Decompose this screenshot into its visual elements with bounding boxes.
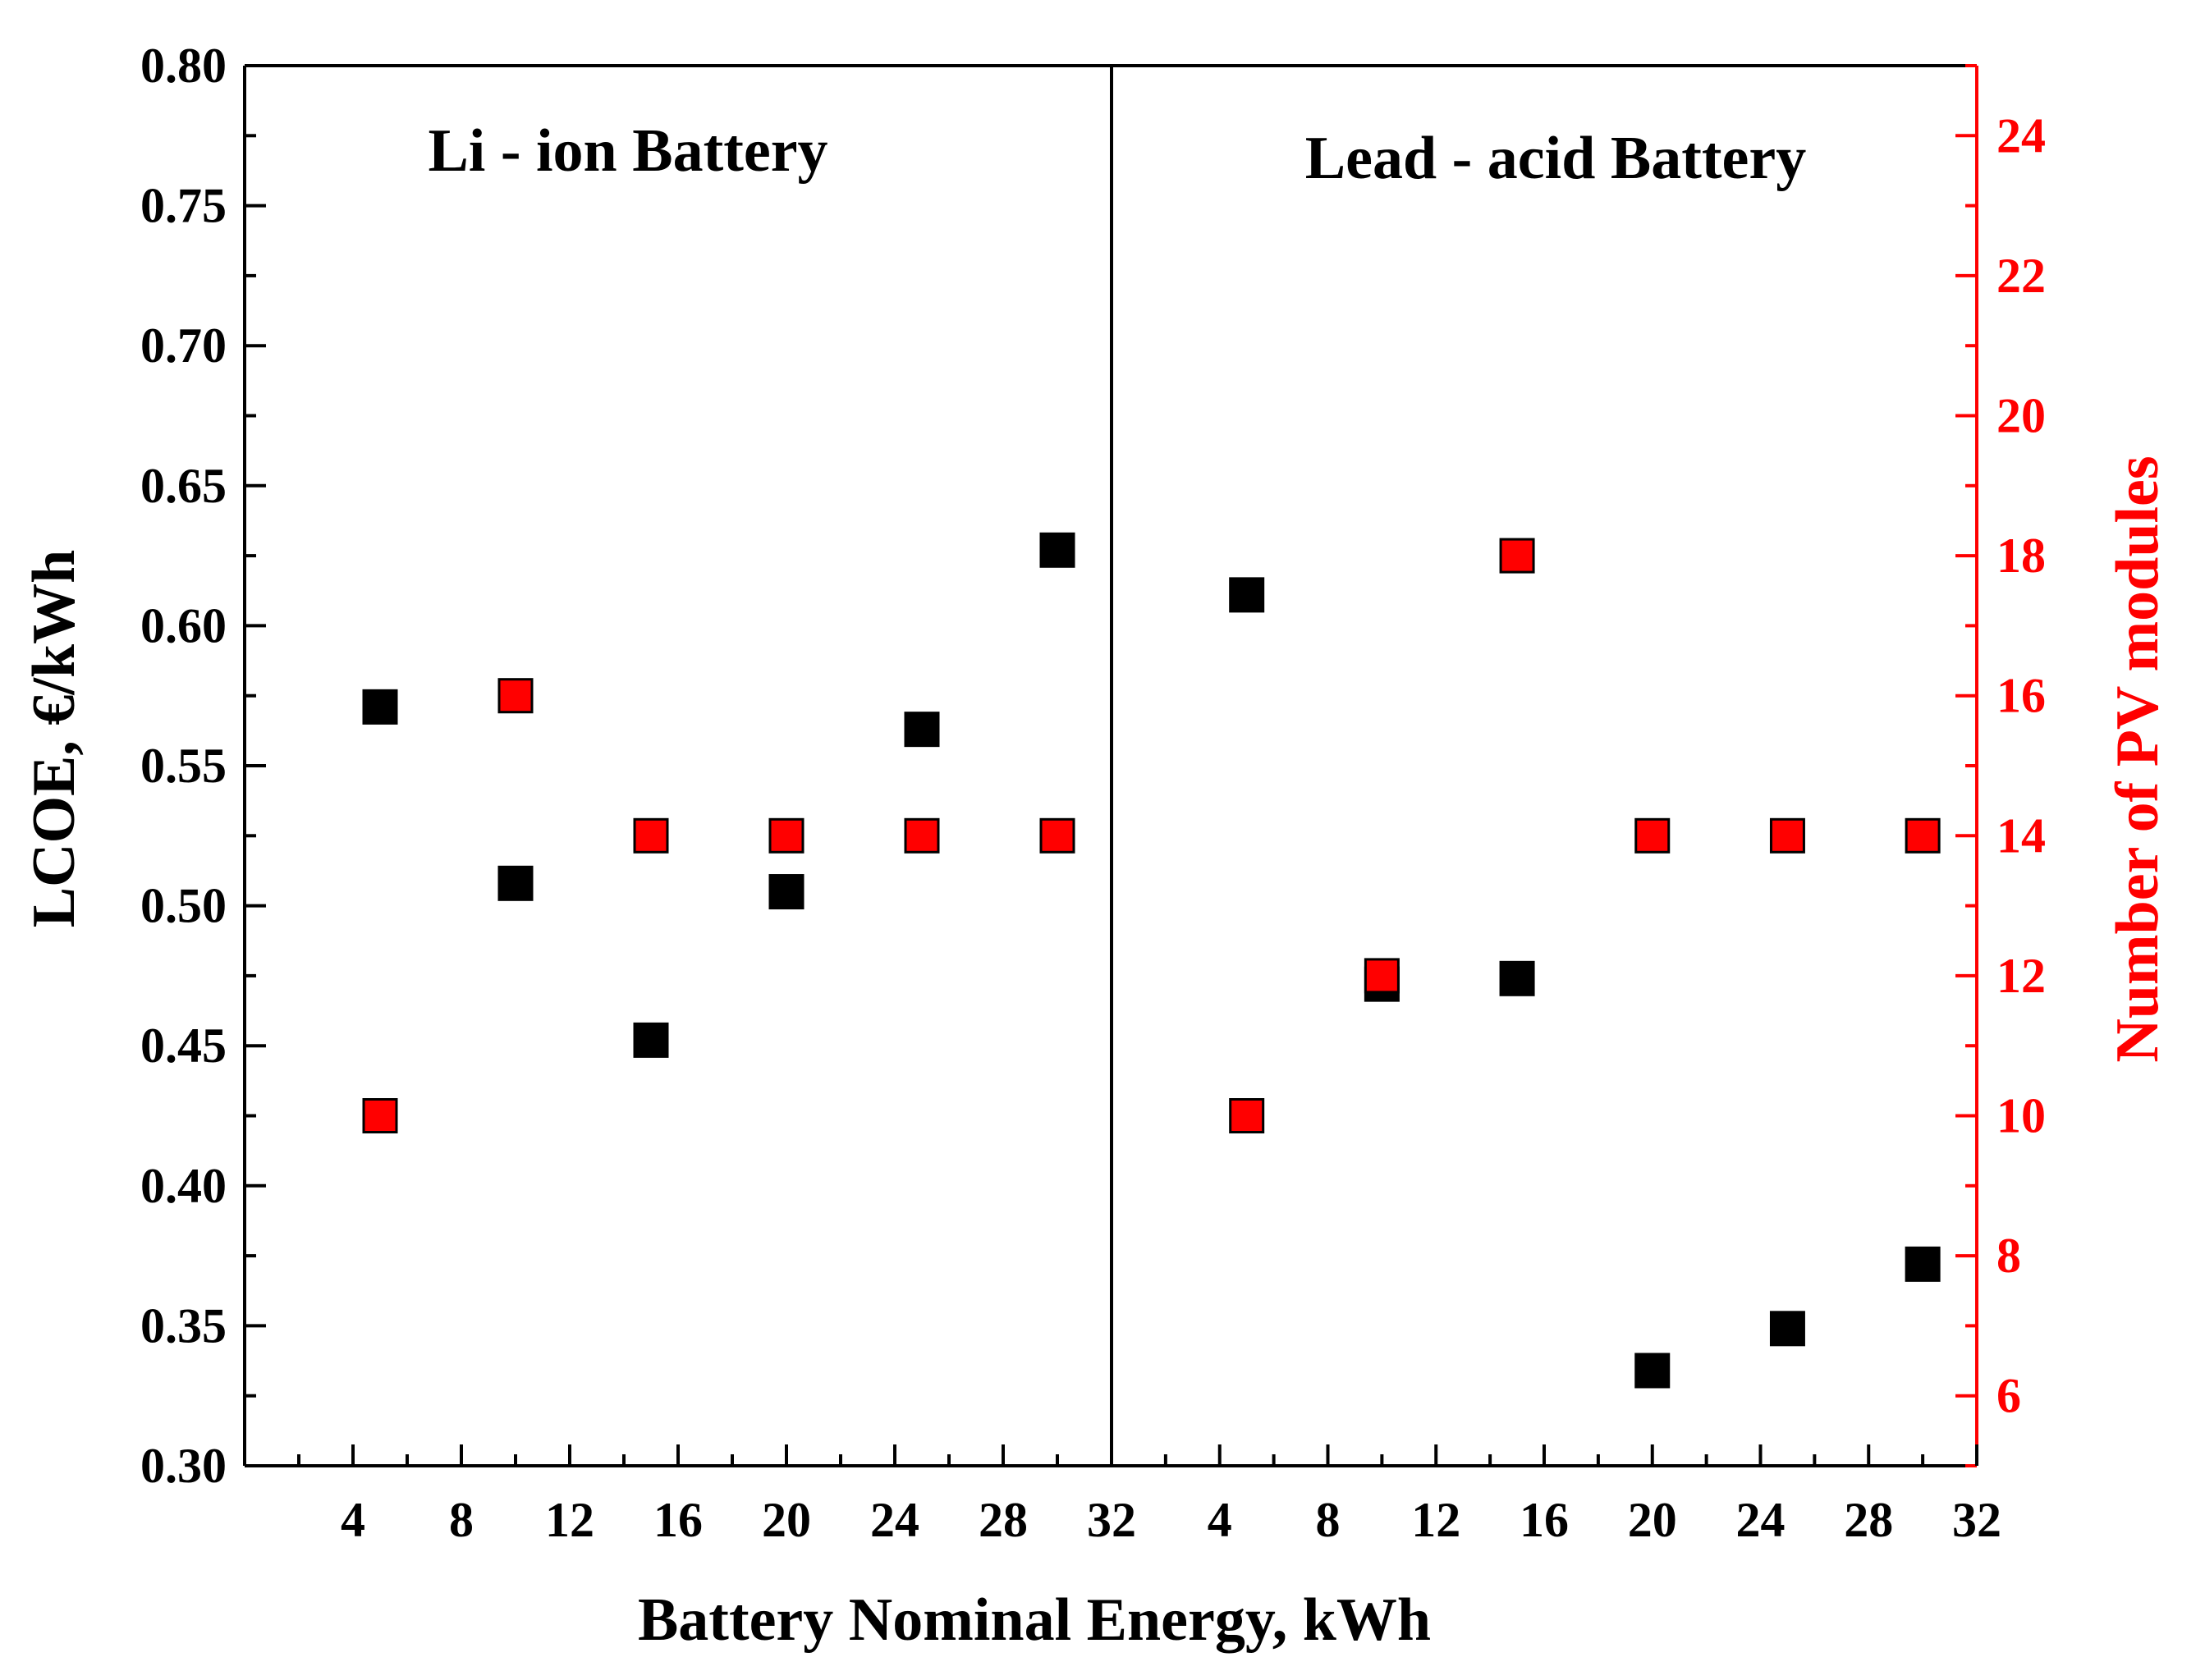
y-left-tick-label: 0.60 — [140, 598, 227, 652]
panel-title-li-ion: Li - ion Battery — [428, 117, 827, 185]
y-left-tick-label: 0.45 — [140, 1019, 227, 1073]
y-right-tick-label: 24 — [1996, 108, 2046, 163]
y-left-tick-label: 0.35 — [140, 1298, 227, 1353]
lcoe-point — [1769, 1311, 1805, 1347]
lcoe-point — [1905, 1246, 1941, 1282]
lcoe-point — [362, 689, 398, 725]
pv-modules-point — [1039, 817, 1075, 854]
y-left-tick-label: 0.65 — [140, 459, 227, 513]
pv-modules-point — [362, 1098, 398, 1133]
y-right-tick-label: 12 — [1996, 949, 2046, 1003]
pv-modules-point — [904, 817, 940, 854]
x-tick-label: 12 — [1411, 1493, 1460, 1547]
pv-modules-point — [1229, 1098, 1265, 1133]
pv-modules-point — [1769, 817, 1805, 854]
y-right-tick-label: 18 — [1996, 529, 2046, 583]
y-left-tick-label: 0.70 — [140, 318, 227, 373]
lcoe-point — [497, 865, 534, 901]
x-axis-title: Battery Nominal Energy, kWh — [638, 1586, 1431, 1654]
x-tick-label: 28 — [1844, 1493, 1893, 1547]
x-tick-label: 20 — [762, 1493, 811, 1547]
pv-modules-point — [1364, 958, 1400, 994]
y-left-tick-label: 0.75 — [140, 179, 227, 233]
y-right-tick-label: 10 — [1996, 1089, 2046, 1143]
y-right-tick-label: 8 — [1996, 1229, 2021, 1283]
panel-title-lead-acid: Lead - acid Battery — [1305, 125, 1806, 192]
y-left-tick-label: 0.50 — [140, 879, 227, 933]
pv-modules-point — [1905, 817, 1941, 854]
x-tick-label: 24 — [1736, 1493, 1786, 1547]
lcoe-point — [768, 874, 805, 910]
pv-modules-point — [1499, 538, 1535, 574]
y-right-tick-label: 16 — [1996, 669, 2046, 723]
x-tick-label: 8 — [449, 1493, 474, 1547]
pv-modules-point — [633, 817, 669, 854]
lcoe-point — [1634, 1353, 1671, 1389]
x-tick-label: 28 — [979, 1493, 1028, 1547]
x-tick-label: 24 — [870, 1493, 919, 1547]
pv-modules-point — [497, 678, 534, 714]
lcoe-point — [1229, 577, 1265, 613]
y-left-tick-label: 0.55 — [140, 739, 227, 793]
pv-modules-point — [1634, 817, 1671, 854]
marks-layer — [362, 532, 1941, 1389]
x-tick-label: 12 — [545, 1493, 594, 1547]
y-axis-right-title: Number of PV modules — [2104, 455, 2171, 1062]
x-tick-label: 20 — [1628, 1493, 1677, 1547]
y-right-tick-label: 14 — [1996, 808, 2046, 863]
y-right-tick-label: 22 — [1996, 249, 2046, 303]
y-axis-left-title: LCOE, €/kWh — [21, 550, 88, 928]
x-tick-label: 32 — [1087, 1493, 1136, 1547]
y-right-tick-label: 6 — [1996, 1369, 2021, 1423]
lcoe-point — [1499, 960, 1535, 996]
lcoe-point — [904, 712, 940, 748]
y-right-tick-label: 20 — [1996, 389, 2046, 443]
pv-modules-point — [768, 817, 805, 854]
x-tick-label: 4 — [1208, 1493, 1232, 1547]
x-tick-label: 16 — [1520, 1493, 1569, 1547]
y-left-tick-label: 0.30 — [140, 1439, 227, 1493]
lcoe-point — [633, 1022, 669, 1058]
y-left-tick-label: 0.80 — [140, 39, 227, 93]
x-tick-label: 8 — [1316, 1493, 1341, 1547]
x-tick-label: 4 — [341, 1493, 365, 1547]
y-left-tick-label: 0.40 — [140, 1159, 227, 1213]
lcoe-point — [1039, 532, 1075, 568]
x-tick-label: 16 — [653, 1493, 703, 1547]
axes-layer: 0.30 0.35 0.40 0.45 0.50 0.55 0.60 0.65 0.70 0.75… — [140, 39, 2046, 1547]
x-tick-label: 32 — [1952, 1493, 2001, 1547]
